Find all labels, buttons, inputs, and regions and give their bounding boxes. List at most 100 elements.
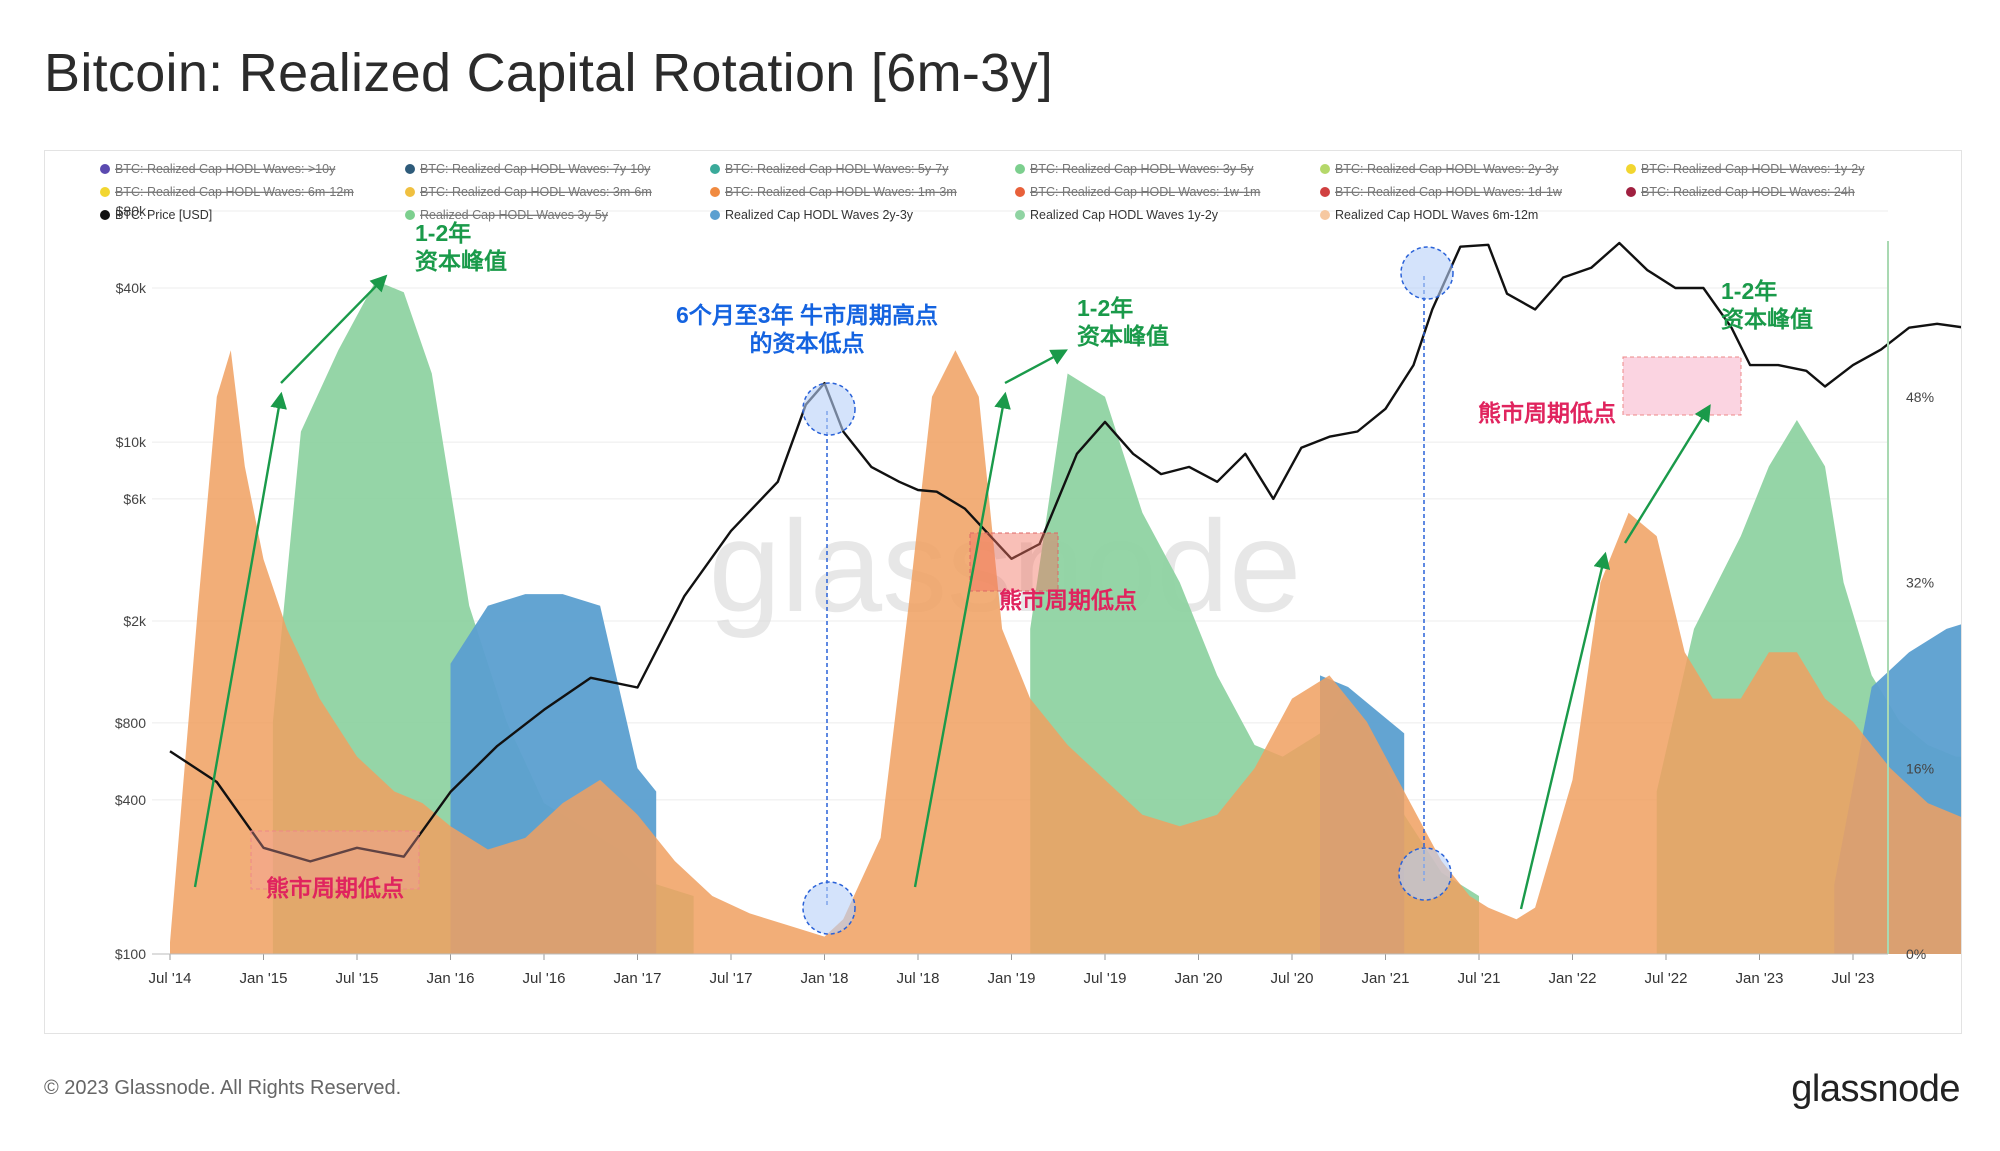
annotation-bull-top-2017: 6个月至3年 牛市周期高点 [676,302,938,328]
copyright: © 2023 Glassnode. All Rights Reserved. [44,1077,402,1099]
legend-swatch [710,187,720,197]
x-tick-label: Jan '20 [1175,970,1223,987]
legend-label: Realized Cap HODL Waves 1y-2y [1030,208,1219,222]
legend-item[interactable]: BTC: Price [USD] [100,208,212,222]
bear-low-box-3 [1622,356,1742,416]
capital-low-circle-2018 [802,881,856,935]
watermark: glassnode [709,493,1302,639]
legend-item[interactable]: BTC: Realized Cap HODL Waves: >10y [100,162,336,176]
legend-item[interactable]: BTC: Realized Cap HODL Waves: 2y-3y [1320,162,1559,176]
annotation-bull-top-2017-sub: 的资本低点 [750,330,865,356]
legend-label: Realized Cap HODL Waves 6m-12m [1335,208,1538,222]
x-tick-label: Jul '19 [1084,970,1127,987]
legend-label: BTC: Price [USD] [115,208,212,222]
price-peak-circle-2017 [802,382,856,436]
annotation-peak-2015: 1-2年 [415,220,471,246]
legend-swatch [1015,164,1025,174]
annotation-peak-2015-sub: 资本峰值 [415,248,507,274]
legend-item[interactable]: BTC: Realized Cap HODL Waves: 1m-3m [710,185,957,199]
legend-swatch [1626,164,1636,174]
y-left-tick-label: $2k [123,613,147,629]
y-right-tick-label: 48% [1906,389,1934,405]
legend-label: BTC: Realized Cap HODL Waves: 1y-2y [1641,162,1865,176]
legend-label: BTC: Realized Cap HODL Waves: 2y-3y [1335,162,1559,176]
y-right-tick-label: 32% [1906,575,1934,591]
legend-swatch [1320,210,1330,220]
legend-item[interactable]: BTC: Realized Cap HODL Waves: 7y-10y [405,162,651,176]
arrow-2022b [1623,404,1711,544]
x-tick-label: Jan '22 [1549,970,1597,987]
legend-item[interactable]: Realized Cap HODL Waves 2y-3y [710,208,914,222]
chart-frame: glassnode $100 $400 $800 $2k $6k $10k $40k $80k 0… [44,150,1962,1034]
y-right-tick-label: 16% [1906,760,1934,776]
arrow-2015 [280,274,388,384]
legend-label: BTC: Realized Cap HODL Waves: >10y [115,162,336,176]
arrow-2019 [1004,349,1068,385]
legend-item[interactable]: Realized Cap HODL Waves 1y-2y [1015,208,1219,222]
x-tick-label: Jan '23 [1736,970,1784,987]
x-tick-label: Jul '23 [1832,970,1875,987]
legend-swatch [1626,187,1636,197]
legend-swatch [405,187,415,197]
legend-swatch [1320,164,1330,174]
annotation-bear-low-2015: 熊市周期低点 [266,875,404,901]
price-peak-circle-2021 [1400,246,1454,300]
annotation-peak-2023-sub: 资本峰值 [1721,306,1813,332]
legend-label: BTC: Realized Cap HODL Waves: 1m-3m [725,185,957,199]
x-tick-label: Jul '16 [523,970,566,987]
annotation-bear-low-2019: 熊市周期低点 [999,587,1137,613]
x-tick-label: Jan '21 [1362,970,1410,987]
page-title: Bitcoin: Realized Capital Rotation [6m-3… [44,43,1054,103]
legend-item[interactable]: BTC: Realized Cap HODL Waves: 1y-2y [1626,162,1865,176]
legend-swatch [100,164,110,174]
legend-label: BTC: Realized Cap HODL Waves: 3m-6m [420,185,652,199]
legend-label: BTC: Realized Cap HODL Waves: 3y-5y [1030,162,1254,176]
arrow-2022 [1519,551,1611,910]
bear-low-box-1 [250,830,420,890]
legend-item[interactable]: BTC: Realized Cap HODL Waves: 5y-7y [710,162,949,176]
annotation-peak-2023: 1-2年 [1721,278,1777,304]
y-left-tick-label: $800 [115,715,146,731]
legend-label: BTC: Realized Cap HODL Waves: 1w-1m [1030,185,1260,199]
y-left-tick-label: $400 [115,792,146,808]
legend-item[interactable]: BTC: Realized Cap HODL Waves: 3m-6m [405,185,652,199]
x-tick-label: Jul '18 [897,970,940,987]
legend-swatch [1015,187,1025,197]
legend-label: BTC: Realized Cap HODL Waves: 5y-7y [725,162,949,176]
annotation-peak-2019: 1-2年 [1077,295,1133,321]
legend-swatch [1015,210,1025,220]
legend-item[interactable]: BTC: Realized Cap HODL Waves: 6m-12m [100,185,354,199]
x-tick-label: Jan '18 [801,970,849,987]
x-tick-label: Jul '14 [149,970,192,987]
legend-swatch [405,210,415,220]
legend-item[interactable]: Realized Cap HODL Waves 3y-5y [405,208,609,222]
x-tick-label: Jul '22 [1645,970,1688,987]
x-tick-label: Jan '16 [427,970,475,987]
legend-swatch [710,210,720,220]
legend-item[interactable]: BTC: Realized Cap HODL Waves: 1w-1m [1015,185,1260,199]
legend-swatch [1320,187,1330,197]
legend-label: BTC: Realized Cap HODL Waves: 1d-1w [1335,185,1563,199]
legend-item[interactable]: BTC: Realized Cap HODL Waves: 24h [1626,185,1855,199]
y-left-tick-label: $6k [123,491,147,507]
legend-label: Realized Cap HODL Waves 3y-5y [420,208,609,222]
x-tick-label: Jul '20 [1271,970,1314,987]
legend-label: BTC: Realized Cap HODL Waves: 24h [1641,185,1855,199]
x-tick-label: Jul '17 [710,970,753,987]
legend-item[interactable]: BTC: Realized Cap HODL Waves: 1d-1w [1320,185,1563,199]
legend-swatch [405,164,415,174]
arrow-2014 [193,391,287,888]
arrow-2018 [913,391,1011,888]
legend-item[interactable]: Realized Cap HODL Waves 6m-12m [1320,208,1538,222]
legend-label: Realized Cap HODL Waves 2y-3y [725,208,914,222]
x-tick-label: Jan '17 [614,970,662,987]
y-left-tick-label: $10k [116,434,147,450]
y-left-tick-label: $80k [116,203,147,219]
annotation-bear-low-2022: 熊市周期低点 [1478,400,1616,426]
legend-item[interactable]: BTC: Realized Cap HODL Waves: 3y-5y [1015,162,1254,176]
legend-swatch [100,210,110,220]
price-line [169,241,1961,863]
y-right-tick-label: 0% [1906,946,1926,962]
x-tick-label: Jan '15 [240,970,288,987]
x-tick-label: Jan '19 [988,970,1036,987]
